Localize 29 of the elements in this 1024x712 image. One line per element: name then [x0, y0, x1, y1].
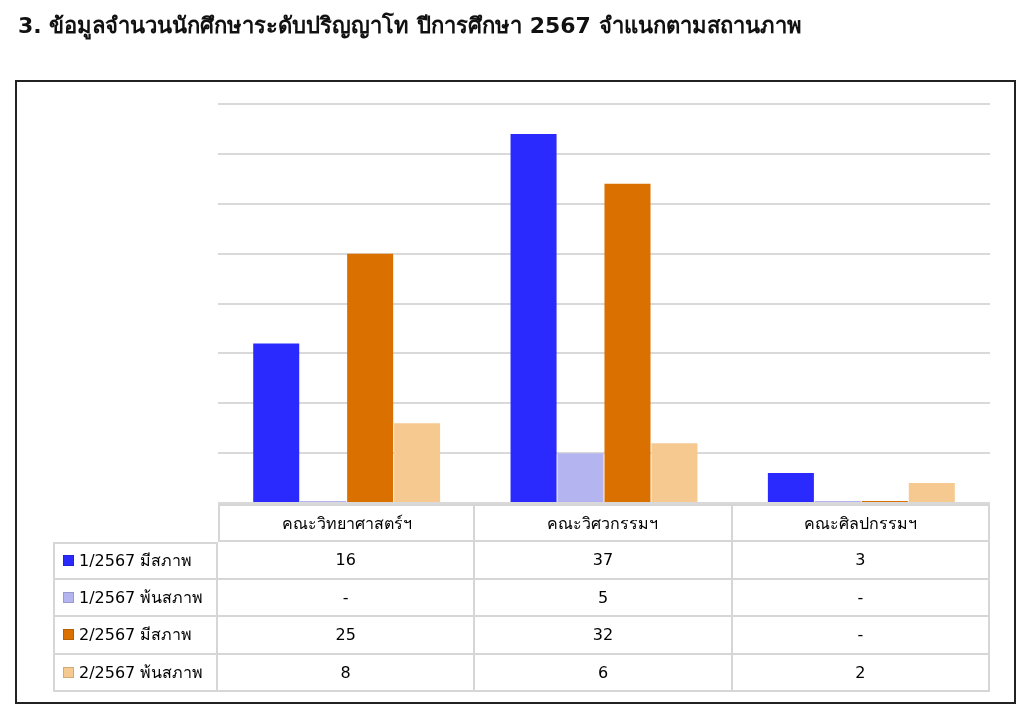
bar [347, 253, 394, 502]
data-label: 16 [218, 542, 476, 580]
bar [557, 453, 604, 502]
data-label: 37 [475, 542, 733, 580]
bar [908, 483, 955, 502]
legend-label: 1/2567 มีสภาพ [79, 550, 193, 573]
bar [394, 423, 441, 502]
chart-title: 3. ข้อมูลจำนวนนักศึกษาระดับปริญญาโท ปีการศึกษา 2567 จำแนกตามสถานภาพ [18, 11, 802, 42]
data-label: 2 [732, 654, 990, 692]
x-tick-label: คณะวิศวกรรมฯ [475, 504, 733, 542]
legend-label: 2/2567 มีสภาพ [79, 624, 193, 647]
bar [604, 183, 651, 502]
legend-label: 1/2567 พ้นสภาพ [79, 586, 204, 609]
bar [253, 343, 300, 502]
bar [767, 473, 814, 502]
data-label: - [732, 579, 990, 617]
data-label: - [732, 617, 990, 655]
legend-label: 2/2567 พ้นสภาพ [79, 661, 204, 684]
x-tick-label: คณะศิลปกรรมฯ [732, 504, 990, 542]
x-tick-label: คณะวิทยาศาสตร์ฯ [218, 504, 476, 542]
bar [651, 443, 698, 502]
data-label: 3 [732, 542, 990, 580]
data-label: - [218, 579, 476, 617]
data-label: 6 [475, 654, 733, 692]
data-label: 25 [218, 617, 476, 655]
data-label: 32 [475, 617, 733, 655]
data-label: 5 [475, 579, 733, 617]
data-label: 8 [218, 654, 476, 692]
bar [510, 133, 557, 502]
